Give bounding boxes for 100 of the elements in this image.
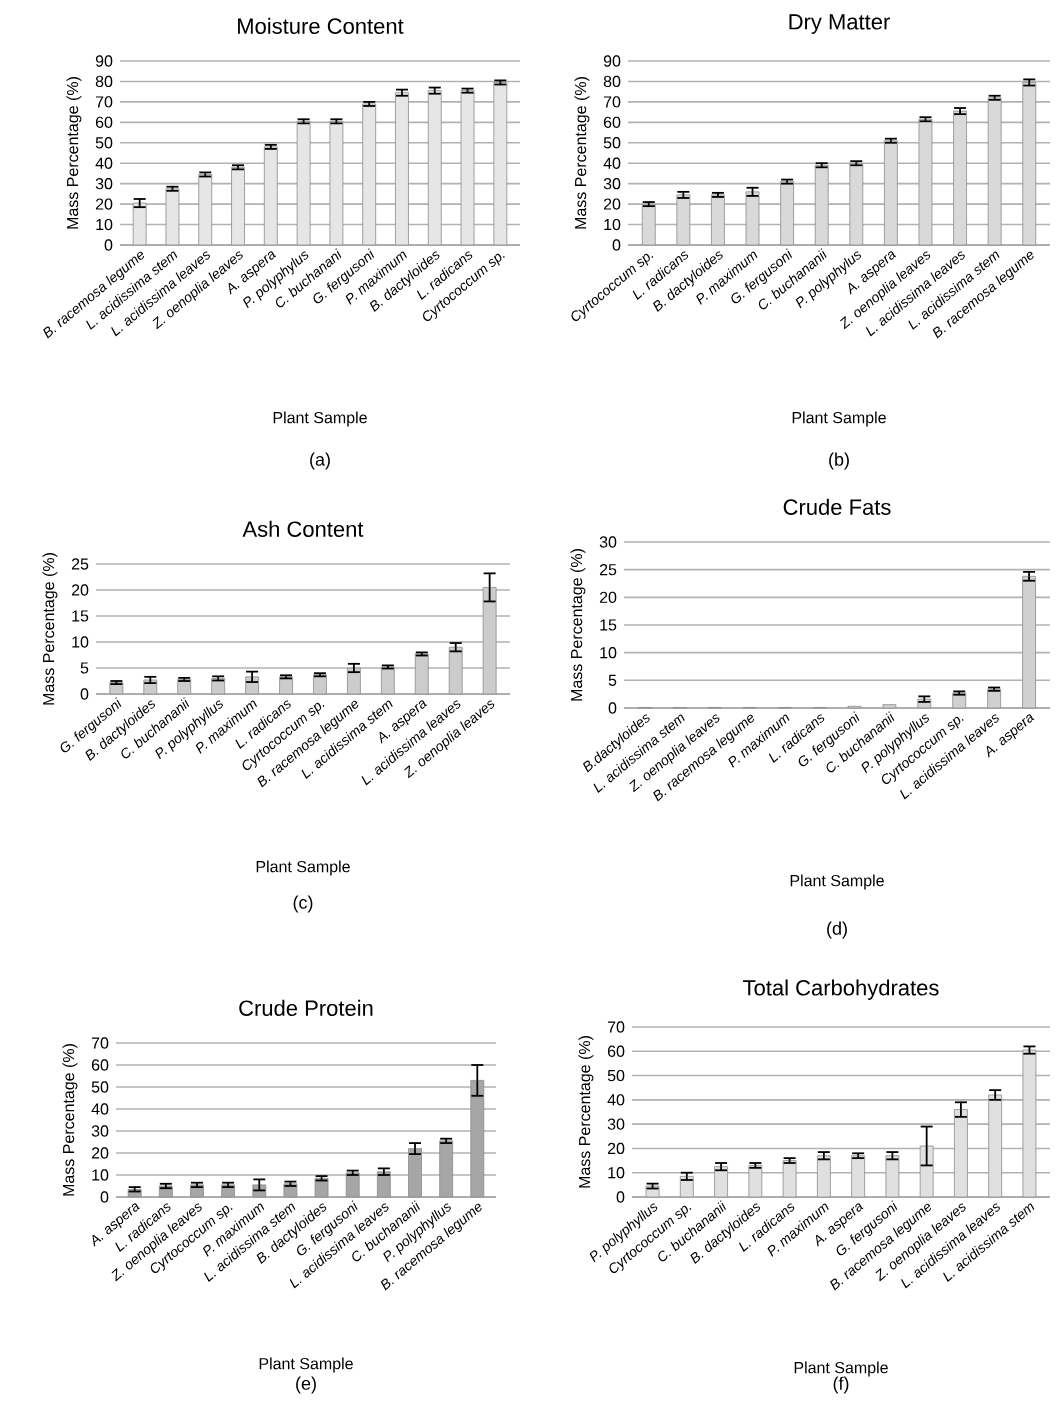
text: (c) <box>293 895 313 913</box>
bar <box>427 90 442 246</box>
chart-title: Dry Matter <box>789 14 890 34</box>
bar <box>460 90 475 246</box>
y-tick-label: 10 <box>72 636 89 648</box>
y-tick-label: 20 <box>91 1147 109 1159</box>
text: (a) <box>310 452 330 470</box>
y-tick-label: 30 <box>599 536 617 548</box>
bar <box>953 110 967 246</box>
y-tick-label: 40 <box>95 157 113 169</box>
bar <box>954 1109 968 1198</box>
bar <box>132 202 147 246</box>
bar <box>231 166 245 246</box>
bar <box>780 181 795 246</box>
y-tick-label: 20 <box>71 584 89 596</box>
y-tick-label: 20 <box>599 591 617 603</box>
y-tick-label: 5 <box>608 674 617 686</box>
chart-title: Crude Protein <box>239 999 373 1016</box>
bar <box>883 140 898 246</box>
bar <box>918 118 933 246</box>
bar <box>198 174 213 246</box>
bar <box>1022 575 1036 709</box>
y-tick-label: 40 <box>607 1094 625 1106</box>
y-tick-label: 70 <box>607 1021 625 1033</box>
x-axis-title: Plant Sample <box>273 411 367 427</box>
x-axis-title: Plant Sample <box>259 1357 353 1373</box>
bar <box>849 162 864 246</box>
bar <box>448 646 463 695</box>
bar <box>414 653 429 695</box>
y-tick-label: 30 <box>607 1118 625 1130</box>
y-tick-label: 80 <box>603 75 621 88</box>
bar <box>493 82 508 246</box>
y-tick-label: 0 <box>612 239 621 251</box>
y-tick-label: 70 <box>91 1037 109 1049</box>
x-axis-title: Plant Sample <box>794 1361 888 1377</box>
y-tick-label: 10 <box>96 218 113 231</box>
y-axis-title: Mass Percentage (%) <box>578 1036 594 1188</box>
y-tick-label: 50 <box>91 1081 109 1093</box>
y-tick-label: 40 <box>91 1103 109 1115</box>
bar <box>313 674 327 695</box>
y-tick-label: 25 <box>599 564 617 576</box>
chart-title: Total Carbohydrates <box>743 979 939 1000</box>
bar <box>882 704 897 709</box>
y-axis-title: Mass Percentage (%) <box>66 77 82 229</box>
y-tick-label: 20 <box>95 198 113 210</box>
y-axis-title: Mass Percentage (%) <box>574 77 590 229</box>
bar <box>296 120 311 246</box>
y-tick-label: 60 <box>603 116 621 128</box>
y-tick-label: 60 <box>95 116 113 128</box>
bar <box>782 1160 797 1198</box>
chart-title: Ash Content <box>242 520 364 537</box>
text: (b) <box>829 452 849 470</box>
bar <box>347 667 361 695</box>
bar <box>641 203 656 246</box>
text: (f) <box>833 1376 849 1394</box>
y-tick-label: 50 <box>95 137 113 149</box>
y-tick-label: 15 <box>72 610 89 622</box>
y-tick-label: 0 <box>100 1191 109 1203</box>
y-axis-title: Mass Percentage (%) <box>62 1044 78 1196</box>
y-tick-label: 20 <box>607 1142 625 1155</box>
bar <box>988 1094 1003 1198</box>
y-tick-label: 10 <box>600 647 617 659</box>
y-tick-label: 10 <box>604 218 621 231</box>
x-axis-title: Plant Sample <box>792 411 886 427</box>
bar <box>711 194 725 246</box>
bar <box>676 194 691 246</box>
bar <box>814 164 829 246</box>
y-tick-label: 5 <box>80 662 89 674</box>
y-tick-label: 0 <box>616 1191 625 1203</box>
bar <box>816 1155 831 1198</box>
bar <box>329 120 344 246</box>
text: (d) <box>827 921 847 939</box>
bar <box>482 587 497 695</box>
y-tick-label: 60 <box>607 1045 625 1057</box>
y-tick-label: 60 <box>91 1059 109 1071</box>
y-tick-label: 30 <box>95 178 113 190</box>
y-tick-label: 0 <box>104 239 113 251</box>
y-tick-label: 50 <box>607 1069 625 1082</box>
chart-title: Crude Fats <box>783 498 891 515</box>
x-axis-title: Plant Sample <box>256 860 350 876</box>
y-tick-label: 40 <box>603 157 621 169</box>
chart-title: Moisture Content <box>238 17 404 34</box>
bar <box>714 1166 728 1198</box>
y-tick-label: 70 <box>95 96 113 108</box>
bar <box>851 1155 866 1198</box>
bar <box>380 666 395 695</box>
y-axis-title: Mass Percentage (%) <box>570 549 586 701</box>
y-tick-label: 15 <box>600 619 617 631</box>
y-tick-label: 70 <box>603 96 621 108</box>
y-tick-label: 25 <box>71 558 89 570</box>
y-tick-label: 90 <box>95 55 113 67</box>
y-tick-label: 0 <box>608 702 617 714</box>
y-tick-label: 50 <box>603 137 621 149</box>
bar <box>645 1185 660 1198</box>
y-tick-label: 10 <box>608 1167 625 1179</box>
y-tick-label: 10 <box>92 1169 109 1181</box>
bar <box>745 191 760 246</box>
x-axis-title: Plant Sample <box>790 874 884 890</box>
bar <box>1022 1049 1037 1198</box>
bar <box>165 188 180 246</box>
